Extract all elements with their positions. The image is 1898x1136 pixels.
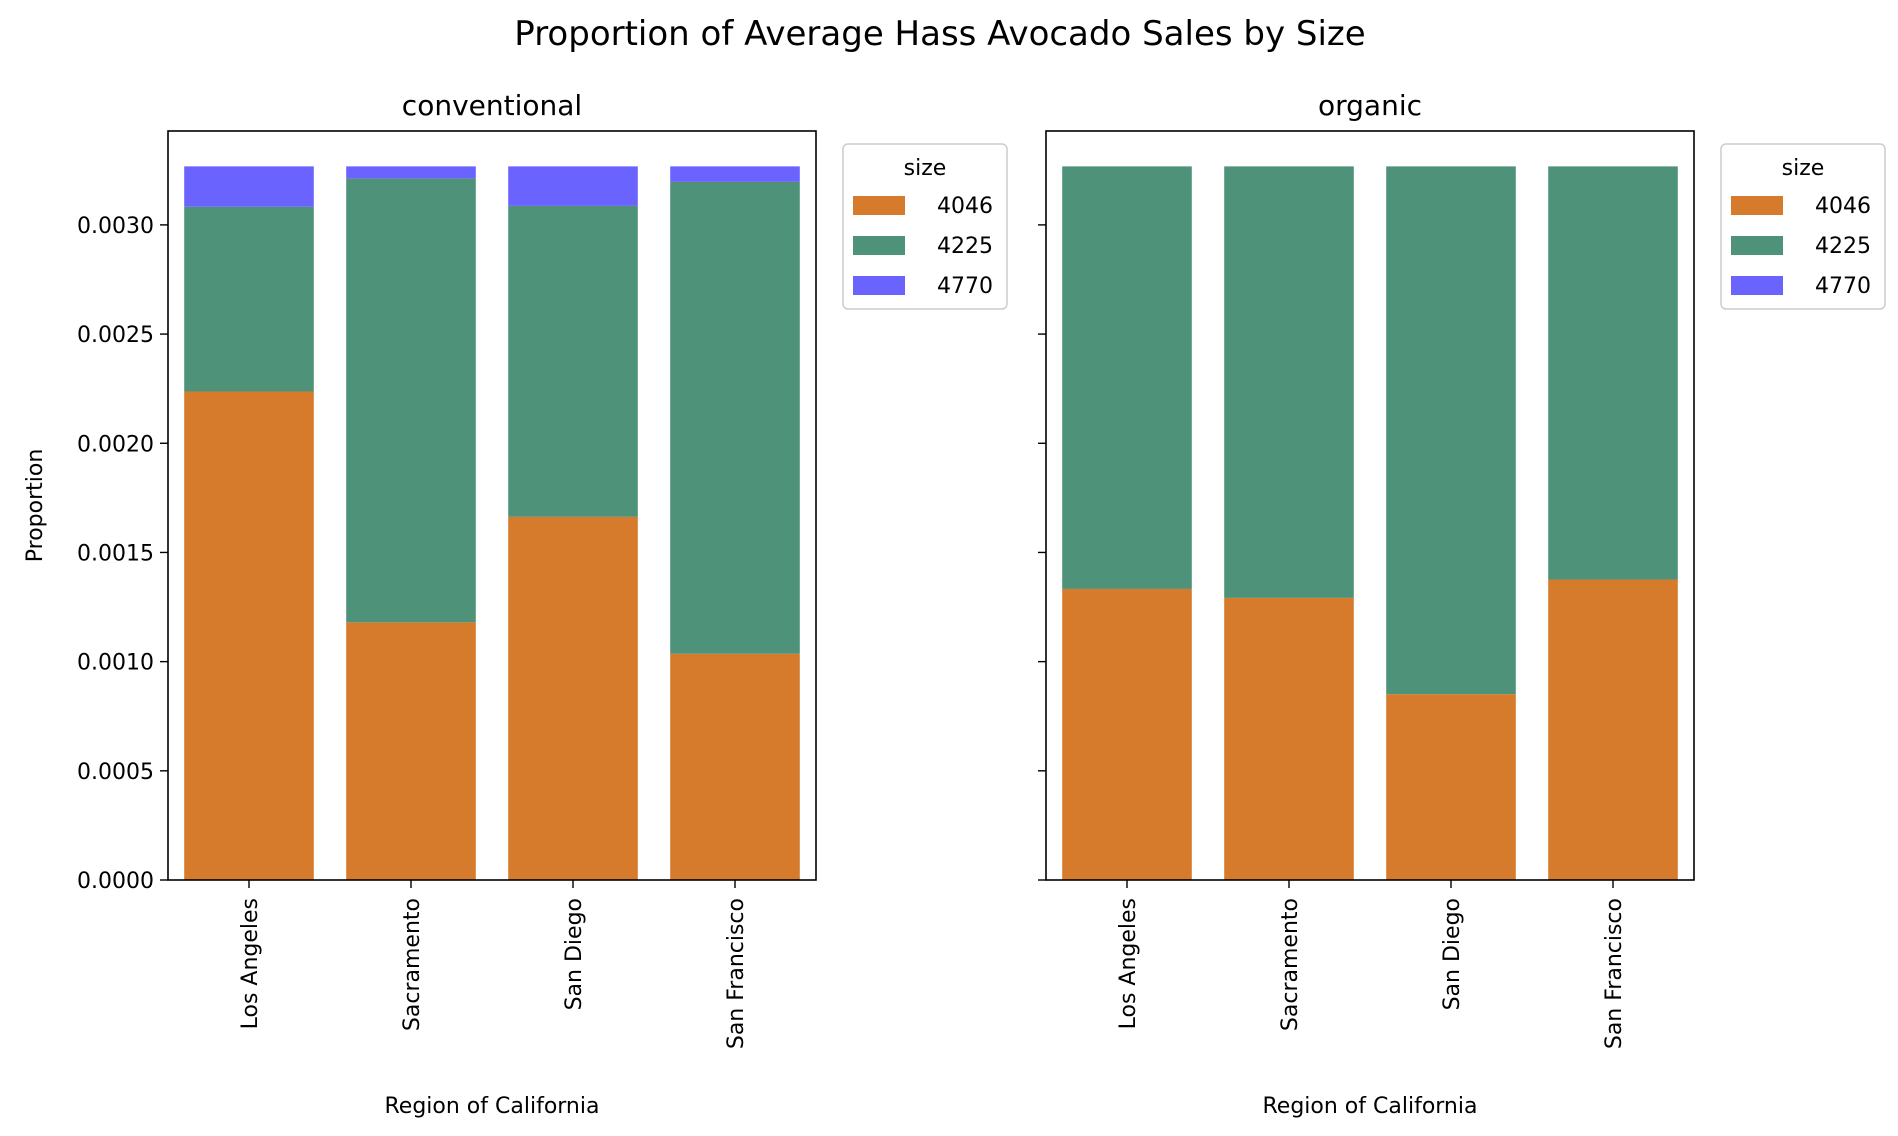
legend-box: [1720, 143, 1886, 310]
legend-swatch-4770: [1731, 276, 1783, 295]
bar-los-angeles-4225: [184, 206, 314, 392]
subplot-title: conventional: [402, 89, 582, 122]
bar-san-francisco-4046: [1548, 579, 1678, 880]
bar-sacramento-4225: [1224, 166, 1354, 598]
y-tick-label: 0.0010: [77, 651, 154, 676]
x-tick-label-sacramento: Sacramento: [1278, 898, 1303, 1031]
y-tick-label: 0.0005: [77, 760, 154, 785]
legend-label-4046: 4046: [1815, 194, 1871, 219]
bar-los-angeles-4046: [184, 391, 314, 880]
y-tick-label: 0.0000: [77, 869, 154, 894]
legend-label-4770: 4770: [1815, 274, 1871, 299]
bar-sacramento-4046: [1224, 597, 1354, 880]
legend-title: size: [1782, 156, 1825, 181]
subplot-organic: Los Angeles Sacramento San Diego San Franci…: [1038, 89, 1886, 1119]
legend-title: size: [904, 156, 947, 181]
legend-box: [842, 143, 1008, 310]
legend-label-4225: 4225: [937, 234, 993, 259]
y-tick-label: 0.0015: [77, 541, 154, 566]
bar-san-francisco-4046: [670, 653, 800, 880]
subplot-conventional: 0.0000 0.0005 0.0010 0.0015 0.0020 0.0025 0.00…: [23, 89, 1008, 1119]
x-tick-label-san-diego: San Diego: [562, 898, 587, 1010]
legend-swatch-4046: [1731, 196, 1783, 215]
x-tick-label-san-diego: San Diego: [1440, 898, 1465, 1010]
figure-title: Proportion of Average Hass Avocado Sales…: [514, 14, 1365, 54]
bar-san-diego-4225: [1386, 166, 1516, 695]
x-tick-label-los-angeles: Los Angeles: [1116, 898, 1141, 1029]
bar-sacramento-4225: [346, 178, 476, 623]
bar-san-diego-4046: [508, 516, 638, 880]
x-tick-label-san-francisco: San Francisco: [1602, 898, 1627, 1049]
bar-san-francisco-4770: [670, 166, 800, 182]
legend-swatch-4225: [1731, 236, 1783, 255]
y-tick-label: 0.0030: [77, 214, 154, 239]
y-axis-label: Proportion: [23, 449, 48, 563]
x-axis-label: Region of California: [1263, 1094, 1478, 1119]
bar-los-angeles-4770: [184, 166, 314, 207]
x-tick-label-sacramento: Sacramento: [400, 898, 425, 1031]
bar-los-angeles-4225: [1062, 166, 1192, 589]
bar-san-diego-4225: [508, 205, 638, 517]
legend-swatch-4046: [853, 196, 905, 215]
x-axis-label: Region of California: [385, 1094, 600, 1119]
legend-swatch-4225: [853, 236, 905, 255]
axes-frame: [1045, 130, 1695, 881]
legend-swatch-4770: [853, 276, 905, 295]
bar-sacramento-4046: [346, 622, 476, 880]
bar-san-diego-4770: [508, 166, 638, 206]
bar-los-angeles-4046: [1062, 588, 1192, 880]
legend-label-4770: 4770: [937, 274, 993, 299]
y-tick-label: 0.0020: [77, 432, 154, 457]
bar-sacramento-4770: [346, 166, 476, 179]
x-tick-label-los-angeles: Los Angeles: [238, 898, 263, 1029]
bar-san-francisco-4225: [670, 181, 800, 654]
axes-frame: [167, 130, 817, 881]
x-tick-label-san-francisco: San Francisco: [724, 898, 749, 1049]
legend-label-4225: 4225: [1815, 234, 1871, 259]
y-tick-label: 0.0025: [77, 323, 154, 348]
subplot-title: organic: [1318, 89, 1422, 122]
legend-label-4046: 4046: [937, 194, 993, 219]
bar-san-francisco-4225: [1548, 166, 1678, 580]
bar-san-diego-4046: [1386, 694, 1516, 880]
